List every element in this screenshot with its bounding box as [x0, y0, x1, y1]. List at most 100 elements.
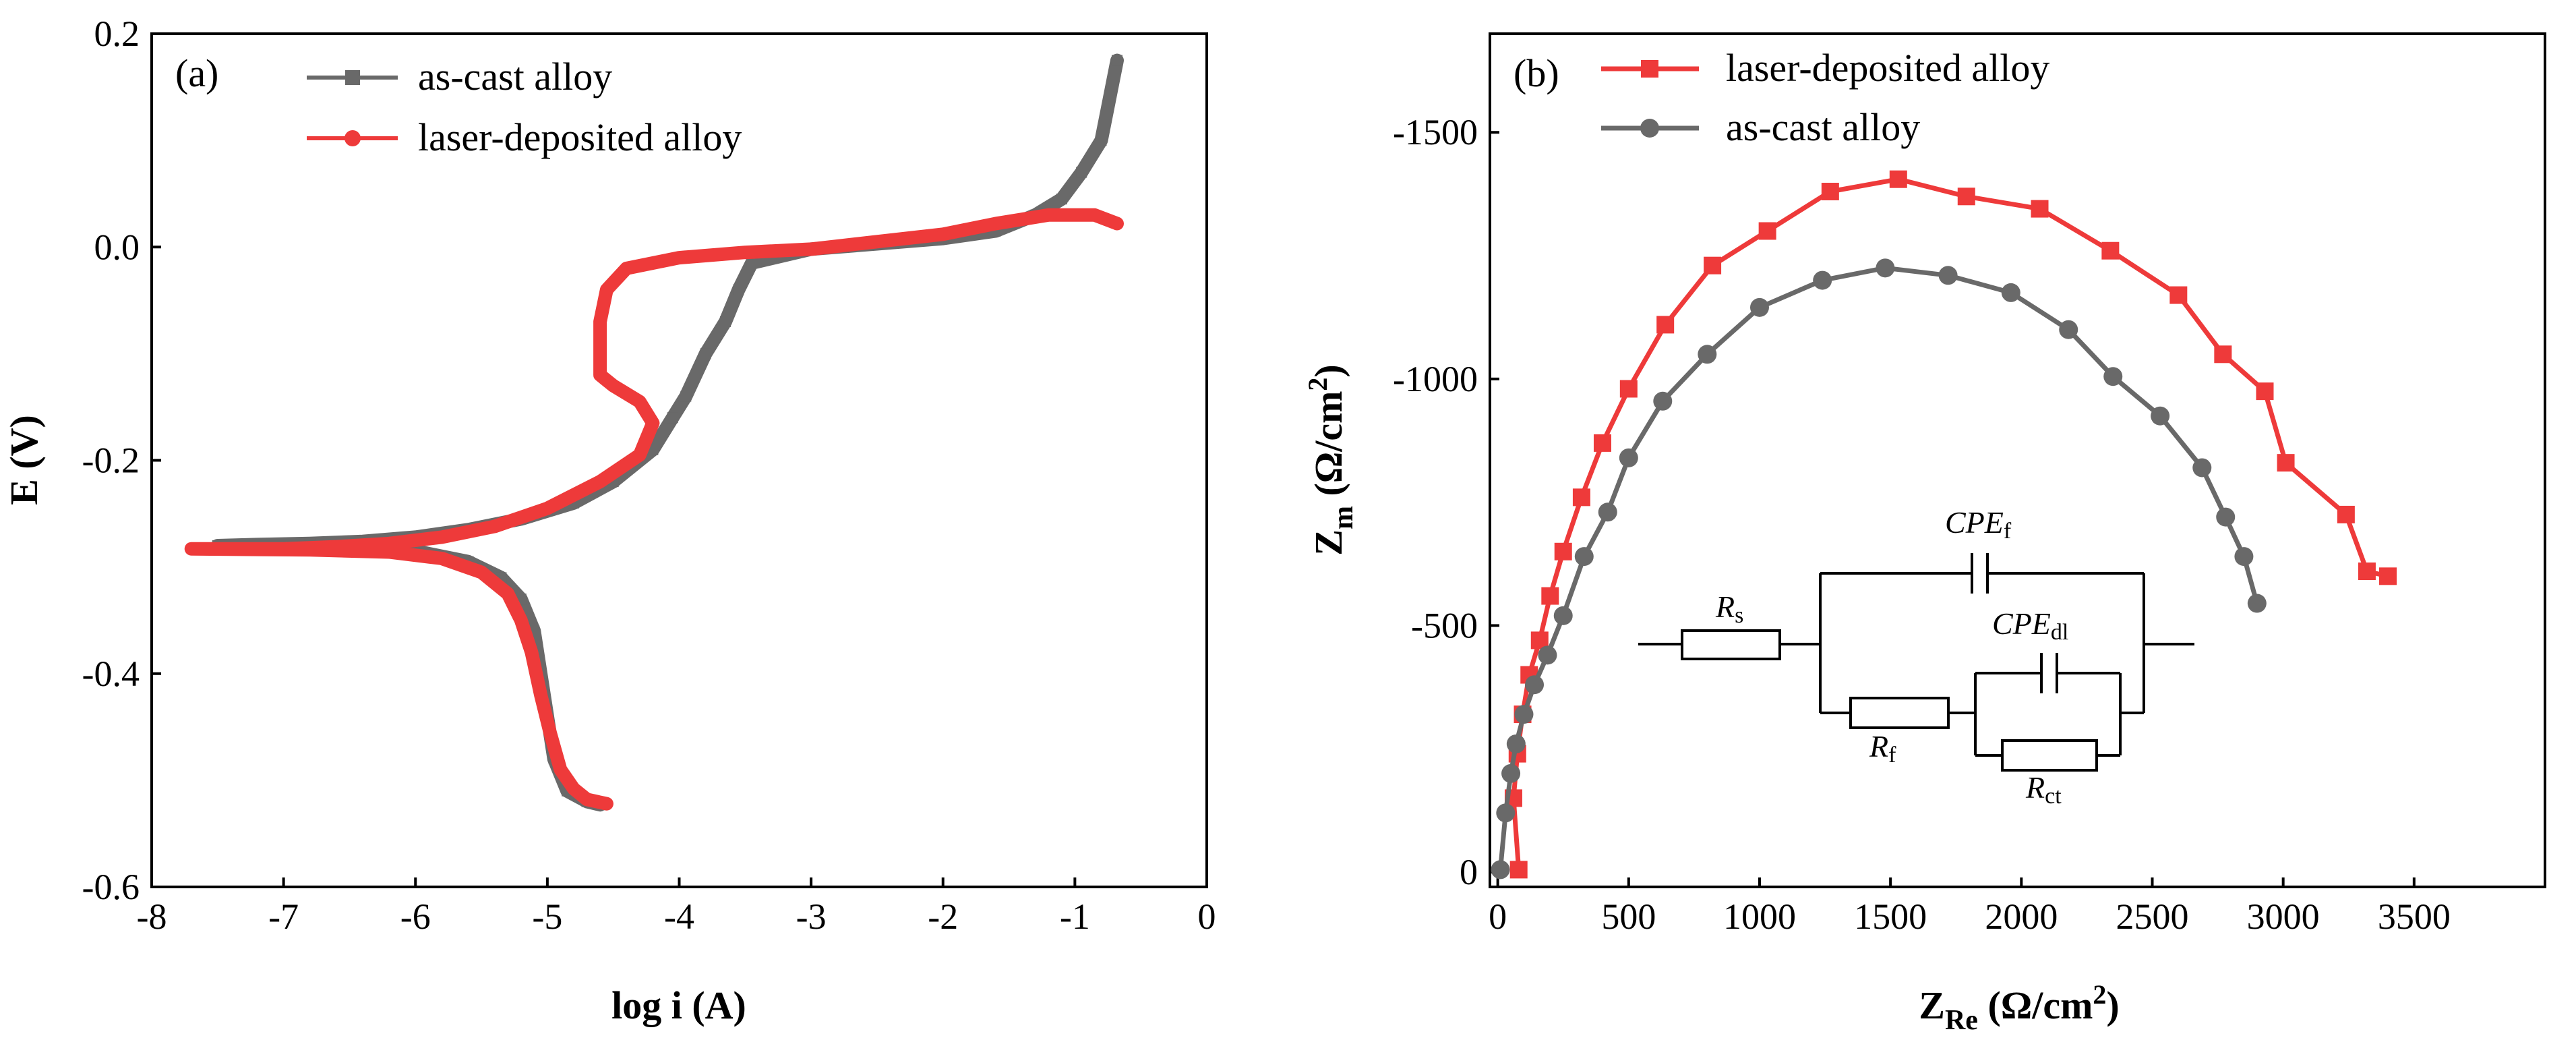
data-point-laser-deposited-alloy — [541, 502, 553, 515]
data-point-as-cast-alloy — [1096, 135, 1107, 146]
data-point-laser-deposited-alloy — [543, 726, 556, 739]
data-point-as-cast-alloy — [1749, 297, 1769, 317]
data-point-as-cast-alloy — [1813, 270, 1832, 290]
x-ticks-a: -8 -7 -6 -5 -4 -3 -2 -1 0 — [137, 877, 1216, 937]
data-point-as-cast-alloy — [1876, 258, 1895, 278]
data-point-laser-deposited-alloy — [1593, 434, 1611, 452]
legend-marker-laser-a — [345, 130, 361, 146]
data-point-as-cast-alloy — [1491, 860, 1510, 880]
legend-a: as-cast alloy laser-deposited alloy — [307, 55, 742, 159]
x-tick-label: 3000 — [2247, 896, 2320, 937]
y-ticks-b: 0 -500 -1000 -1500 — [1393, 112, 1499, 892]
data-point-laser-deposited-alloy — [502, 587, 514, 600]
data-point-as-cast-alloy — [2216, 507, 2236, 527]
data-point-laser-deposited-alloy — [2358, 563, 2376, 581]
plot-frame-b — [1489, 32, 2546, 888]
x-tick-label: -5 — [532, 896, 562, 937]
data-point-as-cast-alloy — [1056, 194, 1067, 205]
data-point-laser-deposited-alloy — [1957, 188, 1975, 206]
data-point-laser-deposited-alloy — [1758, 222, 1776, 240]
legend-marker-as-cast-a — [345, 70, 360, 85]
data-point-as-cast-alloy — [1598, 502, 1617, 522]
data-point-as-cast-alloy — [1538, 645, 1557, 665]
data-point-laser-deposited-alloy — [1889, 170, 1907, 188]
data-point-as-cast-alloy — [1525, 675, 1545, 695]
x-tick-label: 1000 — [1723, 896, 1796, 937]
x-tick-label: -1 — [1060, 896, 1090, 937]
data-point-laser-deposited-alloy — [525, 646, 538, 659]
x-tick-label: 0 — [1198, 896, 1216, 937]
data-point-laser-deposited-alloy — [633, 449, 646, 461]
series-a — [184, 53, 1124, 812]
x-tick-label: -7 — [268, 896, 299, 937]
data-point-as-cast-alloy — [719, 316, 731, 327]
data-point-laser-deposited-alloy — [1656, 316, 1675, 334]
data-point-as-cast-alloy — [1506, 734, 1526, 753]
legend-label-as-cast-b: as-cast alloy — [1726, 105, 1920, 149]
y-tick-label: -0.2 — [82, 440, 140, 481]
data-point-laser-deposited-alloy — [1110, 217, 1123, 230]
y-tick-label: -1500 — [1393, 112, 1478, 152]
data-point-laser-deposited-alloy — [383, 546, 396, 558]
y-tick-label: -500 — [1411, 605, 1478, 645]
x-axis-label-a: log i (A) — [611, 983, 746, 1027]
data-point-laser-deposited-alloy — [488, 520, 501, 533]
legend-marker-laser-b — [1641, 60, 1658, 78]
x-tick-label: -3 — [796, 896, 827, 937]
data-point-laser-deposited-alloy — [936, 228, 949, 241]
data-point-as-cast-alloy — [1501, 763, 1521, 783]
data-point-laser-deposited-alloy — [739, 246, 752, 259]
x-tick-label: 2000 — [1985, 896, 2058, 937]
panel-b: 0 500 1000 1500 2000 2500 3000 3500 0 -500 -1000 -… — [1302, 32, 2546, 1036]
data-point-laser-deposited-alloy — [2256, 382, 2274, 401]
data-point-as-cast-alloy — [1653, 391, 1673, 411]
data-point-laser-deposited-alloy — [594, 475, 607, 488]
y-ticks-a: -0.6 -0.4 -0.2 0.0 0.2 — [82, 13, 161, 907]
data-point-laser-deposited-alloy — [580, 793, 593, 806]
data-point-as-cast-alloy — [1496, 803, 1516, 823]
data-point-laser-deposited-alloy — [870, 235, 883, 248]
y-tick-label: -0.6 — [82, 867, 140, 907]
resistor-rf — [1849, 697, 1950, 729]
data-point-as-cast-alloy — [1076, 167, 1087, 178]
data-point-laser-deposited-alloy — [1821, 182, 1839, 200]
data-point-laser-deposited-alloy — [594, 315, 607, 328]
data-point-laser-deposited-alloy — [436, 531, 448, 544]
series-line-laser-deposited-alloy — [184, 208, 1124, 811]
data-point-laser-deposited-alloy — [2378, 567, 2397, 585]
legend-label-laser-a: laser-deposited alloy — [418, 115, 742, 159]
data-point-laser-deposited-alloy — [224, 542, 237, 555]
data-point-as-cast-alloy — [1111, 55, 1122, 66]
data-point-laser-deposited-alloy — [330, 540, 342, 553]
panel-label-a: (a) — [175, 51, 218, 95]
data-point-as-cast-alloy — [733, 284, 744, 295]
data-point-as-cast-alloy — [1619, 448, 1638, 467]
data-point-laser-deposited-alloy — [647, 417, 659, 430]
y-tick-label: 0.0 — [94, 227, 140, 267]
label-rf: Rf — [1869, 729, 1896, 768]
legend-b: laser-deposited alloy as-cast alloy — [1601, 46, 2049, 149]
x-tick-label: 3500 — [2378, 896, 2451, 937]
data-point-as-cast-alloy — [680, 391, 692, 402]
data-point-as-cast-alloy — [1574, 547, 1594, 567]
data-point-as-cast-alloy — [1938, 266, 1958, 285]
data-point-laser-deposited-alloy — [805, 243, 818, 256]
label-rs: Rs — [1715, 589, 1743, 628]
y-tick-label: -1000 — [1393, 359, 1478, 399]
data-point-as-cast-alloy — [1698, 345, 1717, 364]
data-point-laser-deposited-alloy — [2214, 345, 2232, 364]
data-point-as-cast-alloy — [2001, 283, 2020, 302]
data-point-as-cast-alloy — [1514, 705, 1534, 724]
x-tick-label: -8 — [137, 896, 167, 937]
data-point-as-cast-alloy — [2247, 594, 2267, 613]
x-tick-label: -2 — [928, 896, 958, 937]
legend-label-laser-b: laser-deposited alloy — [1726, 46, 2049, 90]
y-tick-label: -0.4 — [82, 654, 140, 694]
x-tick-label: 2500 — [2116, 896, 2188, 937]
data-point-laser-deposited-alloy — [2169, 286, 2188, 304]
data-point-laser-deposited-alloy — [1619, 380, 1638, 398]
data-point-laser-deposited-alloy — [2277, 454, 2295, 472]
resistor-rs — [1681, 629, 1781, 660]
data-point-laser-deposited-alloy — [383, 537, 396, 550]
